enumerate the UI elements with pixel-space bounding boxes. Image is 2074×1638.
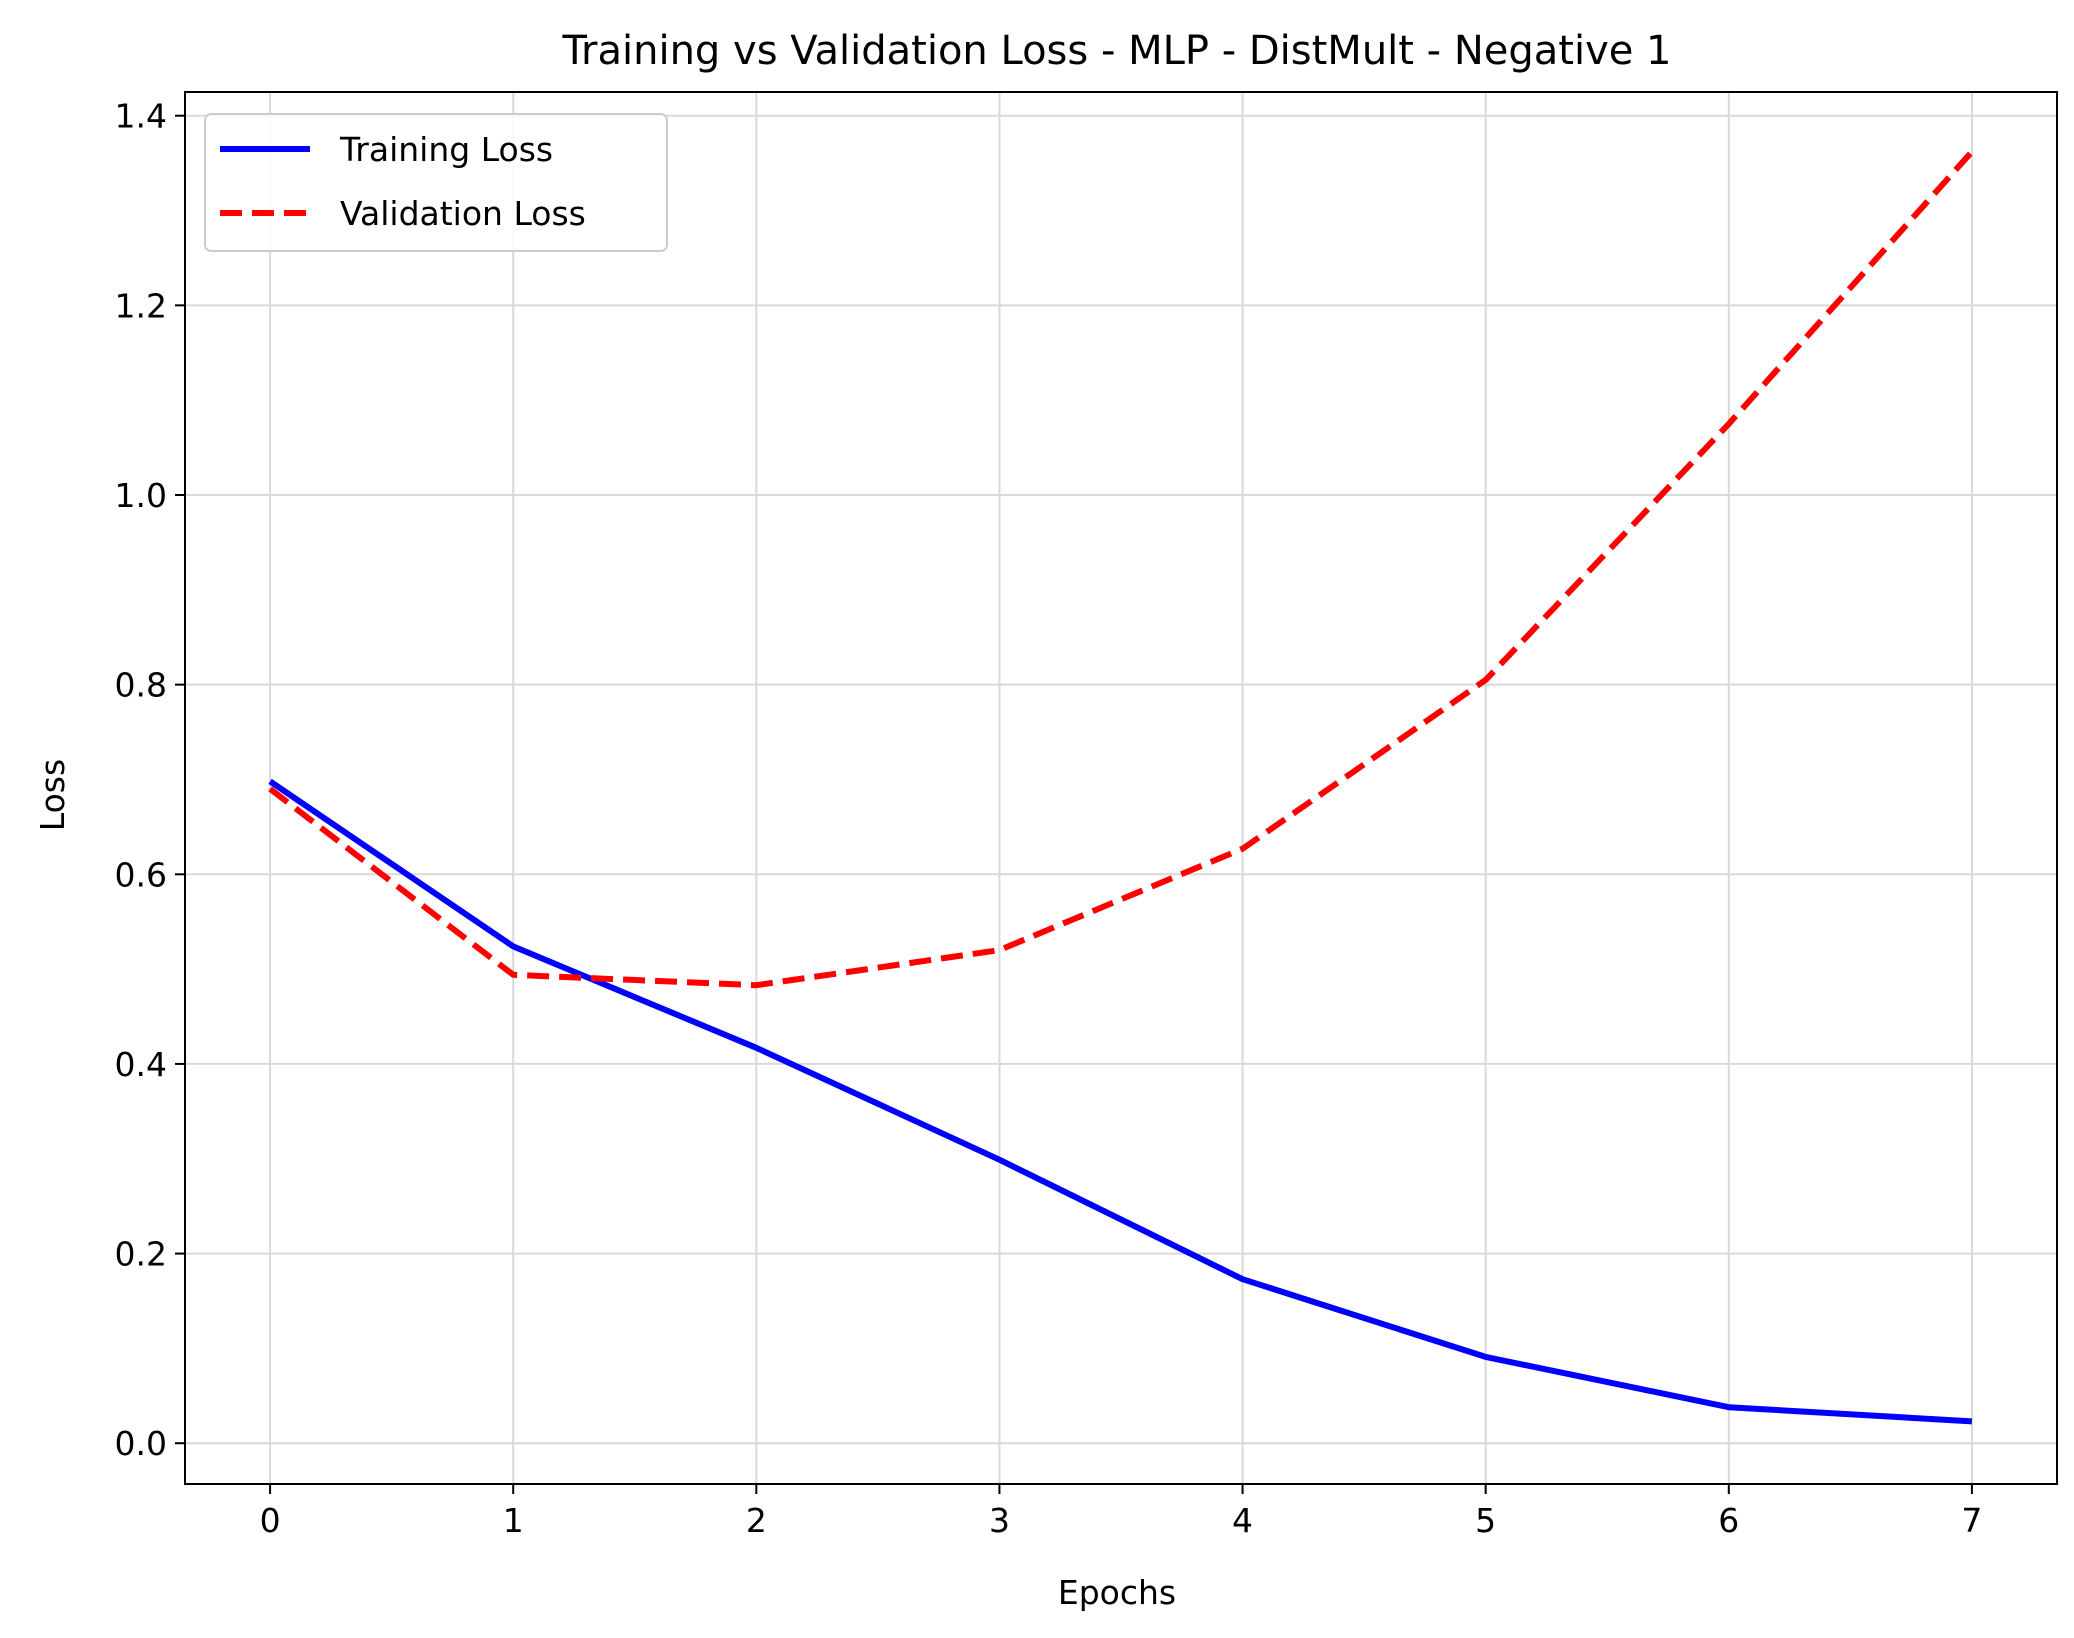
- x-axis-label: Epochs: [1058, 1573, 1176, 1612]
- legend: Training Loss Validation Loss: [204, 113, 668, 252]
- y-tick-label: 1.0: [115, 476, 167, 515]
- x-axis: 0 1 2 3 4 5 6 7: [260, 1484, 1982, 1540]
- y-tick-label: 1.2: [115, 286, 167, 325]
- series-line-validation-loss: [268, 149, 1975, 989]
- y-tick-label: 0.8: [115, 666, 167, 705]
- chart-title: Training vs Validation Loss - MLP - Dist…: [561, 28, 1671, 74]
- y-tick-label: 0.6: [115, 855, 167, 894]
- x-tick-label: 7: [1961, 1501, 1982, 1540]
- y-axis: 0.0 0.2 0.4 0.6 0.8 1.0 1.2 1.4: [115, 97, 185, 1463]
- plot-frame: [184, 91, 2058, 1485]
- x-tick-label: 6: [1718, 1501, 1739, 1540]
- y-axis-label: Loss: [33, 759, 72, 831]
- x-tick-label: 4: [1232, 1501, 1253, 1540]
- series-lines: [268, 149, 1975, 1425]
- x-tick-label: 3: [989, 1501, 1010, 1540]
- legend-frame: [204, 113, 668, 252]
- x-tick-label: 2: [746, 1501, 767, 1540]
- x-tick-label: 1: [503, 1501, 524, 1540]
- y-tick-label: 0.4: [115, 1045, 167, 1084]
- legend-label-training-loss: Training Loss: [339, 130, 553, 169]
- y-tick-label: 0.0: [115, 1424, 167, 1463]
- x-tick-label: 0: [260, 1501, 281, 1540]
- x-tick-label: 5: [1475, 1501, 1496, 1540]
- plot-area: [185, 92, 2057, 1484]
- y-tick-label: 0.2: [115, 1235, 167, 1274]
- legend-label-validation-loss: Validation Loss: [340, 194, 586, 233]
- grid-lines: [185, 92, 2057, 1484]
- y-tick-label: 1.4: [115, 97, 167, 136]
- series-line-training-loss: [268, 778, 1973, 1425]
